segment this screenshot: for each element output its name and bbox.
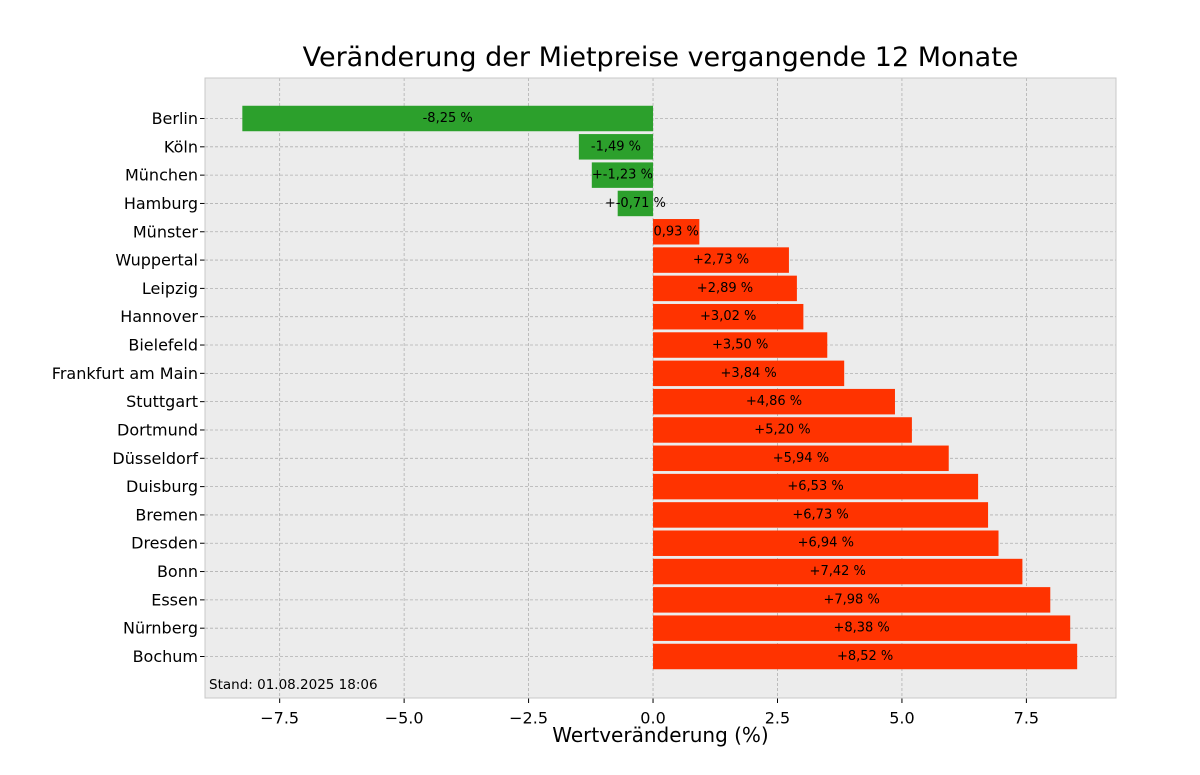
data-label: +5,94 %	[773, 451, 829, 466]
y-tick-label: Münster	[133, 222, 199, 241]
data-label: +7,98 %	[823, 592, 879, 607]
y-tick-label: Stuttgart	[126, 392, 198, 411]
x-tick-label: −2.5	[509, 709, 548, 728]
data-label: +3,50 %	[712, 338, 768, 353]
bar	[617, 190, 654, 217]
data-label: -8,25 %	[423, 111, 473, 126]
bar	[591, 162, 654, 188]
y-tick-label: Bochum	[133, 647, 198, 666]
data-label: +6,73 %	[792, 507, 848, 522]
y-tick-label: Leipzig	[142, 279, 198, 298]
data-label: +7,42 %	[810, 564, 866, 579]
data-label: 0,93 %	[653, 224, 698, 239]
x-tick-label: −5.0	[385, 709, 424, 728]
bar	[653, 332, 828, 358]
x-tick-label: 7.5	[1014, 709, 1039, 728]
y-tick-label: Wuppertal	[115, 251, 198, 270]
bar	[653, 530, 999, 556]
bar	[653, 303, 804, 330]
data-label: +6,94 %	[798, 536, 854, 551]
bar	[242, 105, 654, 132]
bar	[653, 587, 1051, 613]
bar	[653, 558, 1023, 585]
y-tick-label: Berlin	[152, 109, 198, 128]
data-label: +6,53 %	[787, 479, 843, 494]
y-tick-label: Bielefeld	[128, 336, 198, 355]
bar	[653, 247, 789, 273]
bar	[653, 445, 949, 472]
y-tick-label: München	[125, 166, 198, 185]
x-axis-label: Wertveränderung (%)	[552, 723, 769, 747]
y-tick-label: Köln	[164, 137, 198, 156]
x-tick-label: 2.5	[765, 709, 790, 728]
bar	[653, 502, 989, 528]
footnote-timestamp: Stand: 01.08.2025 18:06	[209, 677, 378, 693]
bar	[653, 615, 1071, 641]
bars	[242, 105, 1078, 670]
x-tick-label: 5.0	[889, 709, 914, 728]
data-label: +8,52 %	[837, 649, 893, 664]
y-tick-label: Duisburg	[126, 477, 198, 496]
bar	[653, 275, 797, 302]
y-tick-label: Bremen	[135, 505, 198, 524]
data-label: +3,84 %	[720, 366, 776, 381]
x-axis-ticks: −7.5 −5.0 −2.5 0.0 2.5 5.0 7.5	[260, 698, 1039, 728]
bar	[653, 219, 700, 245]
data-labels: -8,25 % -1,49 % +-1,23 % +-0,71 % 0,93 % +2,7…	[423, 111, 894, 664]
data-label: +2,73 %	[693, 253, 749, 268]
data-label: +3,02 %	[700, 309, 756, 324]
data-label: +4,86 %	[746, 394, 802, 409]
y-tick-label: Düsseldorf	[112, 449, 198, 468]
bar	[653, 417, 912, 443]
x-tick-label: −7.5	[260, 709, 299, 728]
y-tick-label: Nürnberg	[123, 619, 198, 638]
bar	[653, 388, 895, 415]
y-tick-label: Hamburg	[124, 194, 198, 213]
bar	[653, 643, 1078, 670]
data-label: +-0,71 %	[605, 196, 666, 211]
bar	[653, 473, 979, 500]
data-label: +2,89 %	[697, 281, 753, 296]
data-label: +8,38 %	[833, 621, 889, 636]
y-tick-label: Essen	[151, 590, 198, 609]
y-tick-label: Hannover	[120, 307, 198, 326]
bar	[653, 360, 845, 387]
plot-frame	[204, 77, 1117, 699]
x-tick-label: 0.0	[640, 709, 665, 728]
data-label: +5,20 %	[754, 422, 810, 437]
data-label: -1,49 %	[591, 139, 641, 154]
data-label: +-1,23 %	[592, 168, 653, 183]
y-tick-label: Frankfurt am Main	[52, 364, 198, 383]
y-tick-label: Dresden	[131, 534, 198, 553]
bar	[578, 134, 654, 160]
chart-title: Veränderung der Mietpreise vergangende 1…	[302, 42, 1019, 73]
y-tick-label: Dortmund	[117, 420, 198, 439]
y-axis-ticks: Berlin Köln München Hamburg Münster Wuppertal…	[52, 109, 205, 666]
y-tick-label: Bonn	[157, 562, 198, 581]
